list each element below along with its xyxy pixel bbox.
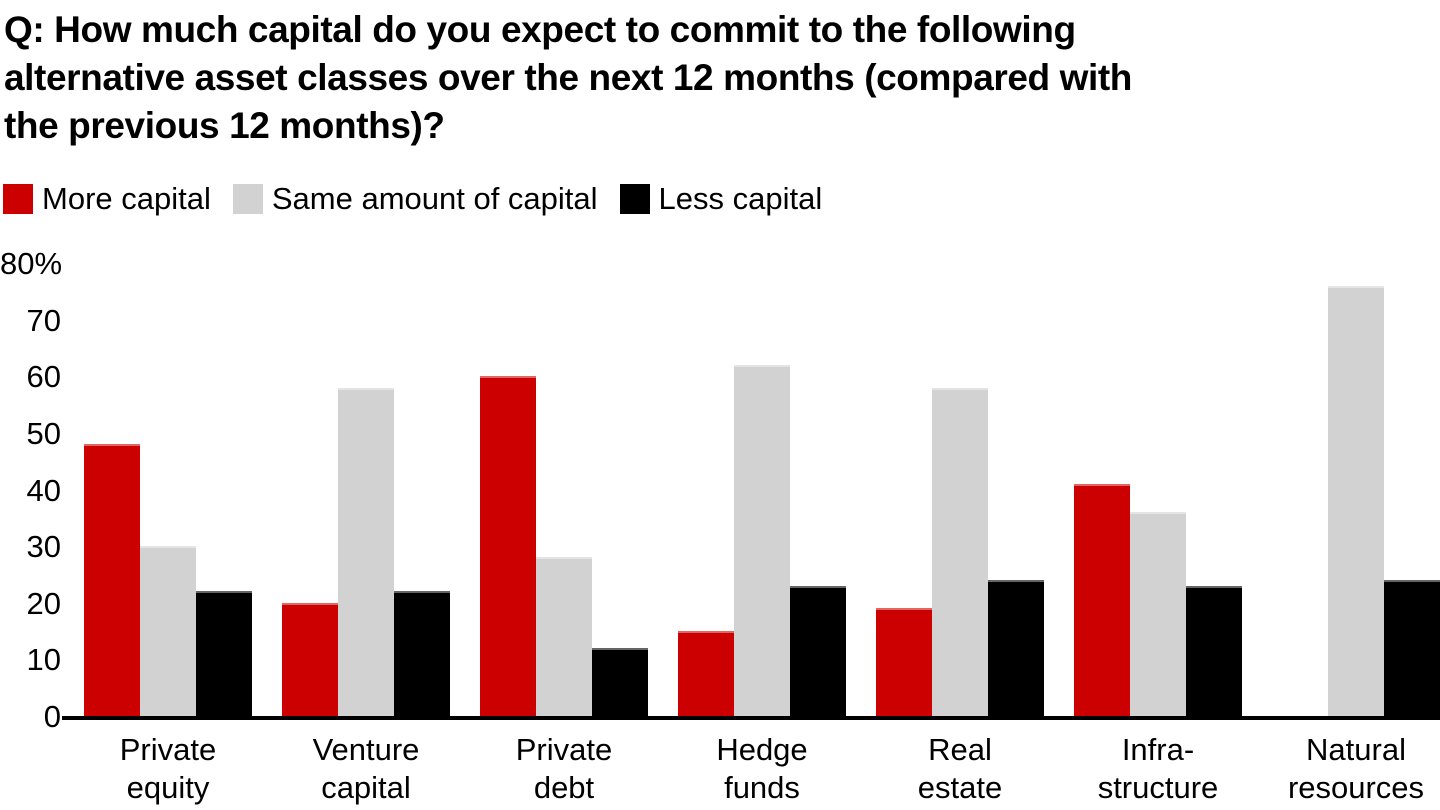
legend-label: Less capital	[658, 181, 823, 216]
legend-item: Same amount of capital	[232, 181, 598, 216]
legend-label: Same amount of capital	[271, 181, 598, 216]
bar	[84, 444, 140, 716]
bar	[876, 608, 932, 716]
y-tick-label: 80%	[0, 246, 63, 281]
bar	[790, 586, 846, 716]
legend-label: More capital	[42, 181, 211, 216]
bar	[592, 648, 648, 716]
chart-legend: More capital Same amount of capital Less c…	[3, 183, 822, 214]
bar	[932, 388, 988, 716]
bar	[678, 631, 734, 716]
bar	[1384, 580, 1440, 716]
y-tick-label: 60	[26, 359, 61, 394]
bar	[480, 376, 536, 716]
bar	[988, 580, 1044, 716]
legend-item: More capital	[3, 183, 211, 214]
bar	[282, 603, 338, 716]
x-category-label: Natural resources	[1287, 732, 1425, 805]
chart-title-line: alternative asset classes over the next …	[4, 57, 1133, 98]
bar	[1074, 484, 1130, 716]
x-axis-line	[62, 716, 1440, 720]
chart-title: Q: How much capital do you expect to com…	[4, 6, 1404, 150]
y-tick-label: 40	[26, 473, 61, 508]
y-tick-label: 20	[26, 586, 61, 621]
y-tick-label: 70	[26, 303, 61, 338]
bar	[338, 388, 394, 716]
bar	[196, 591, 252, 716]
y-tick-label: 0	[43, 699, 61, 734]
y-tick-label: 50	[26, 416, 61, 451]
y-tick-label: 30	[26, 529, 61, 564]
legend-item: Less capital	[619, 181, 823, 216]
legend-swatch-icon	[232, 183, 263, 214]
chart-title-line: Q: How much capital do you expect to com…	[4, 9, 1076, 50]
x-category-label: Venture capital	[312, 732, 420, 805]
bar	[140, 546, 196, 716]
bar	[734, 365, 790, 716]
chart-title-line: the previous 12 months)?	[4, 105, 445, 146]
x-category-label: Real estate	[917, 732, 1003, 805]
x-category-label: Private equity	[119, 732, 217, 805]
y-tick-label: 10	[26, 642, 61, 677]
bar	[1328, 286, 1384, 716]
x-category-label: Infra-structure	[1097, 732, 1219, 805]
legend-swatch-icon	[3, 183, 33, 214]
bar	[1130, 512, 1186, 716]
bar	[536, 557, 592, 716]
bar	[1186, 586, 1242, 716]
bar	[394, 591, 450, 716]
legend-swatch-icon	[619, 183, 650, 214]
x-category-label: Private debt	[515, 732, 613, 805]
x-category-label: Hedge funds	[716, 732, 808, 805]
